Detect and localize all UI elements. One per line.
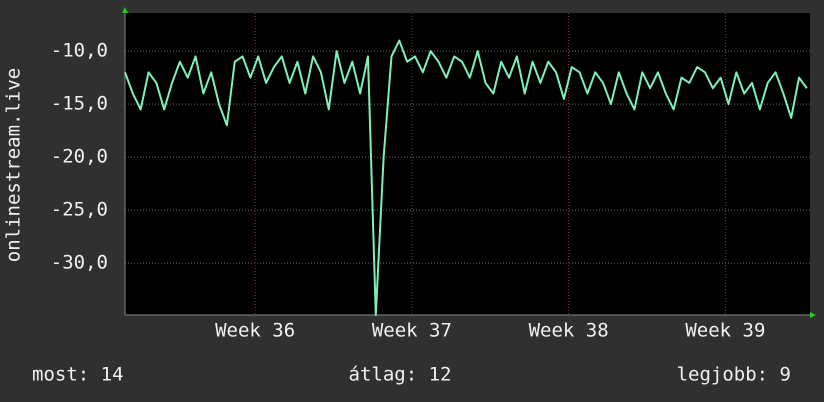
y-tick-label: -20,0 — [51, 146, 108, 168]
y-tick-label: -10,0 — [51, 40, 108, 62]
axis-arrow — [810, 312, 816, 318]
stat-label: átlag: 12 — [349, 364, 452, 386]
x-tick-label: Week 38 — [529, 320, 609, 342]
stat-label: most: 14 — [32, 364, 124, 386]
plot-area — [125, 13, 810, 315]
x-tick-label: Week 39 — [685, 320, 765, 342]
data-line — [124, 39, 808, 316]
y-tick-label: -15,0 — [51, 93, 108, 115]
stat-label: legjobb: 9 — [677, 364, 791, 386]
y-tick-label: -30,0 — [51, 252, 108, 274]
x-tick-label: Week 37 — [372, 320, 452, 342]
y-tick-label: -25,0 — [51, 199, 108, 221]
axis-arrow — [122, 7, 128, 13]
x-tick-label: Week 36 — [215, 320, 295, 342]
y-axis-label: onlinestream.live — [3, 68, 25, 262]
